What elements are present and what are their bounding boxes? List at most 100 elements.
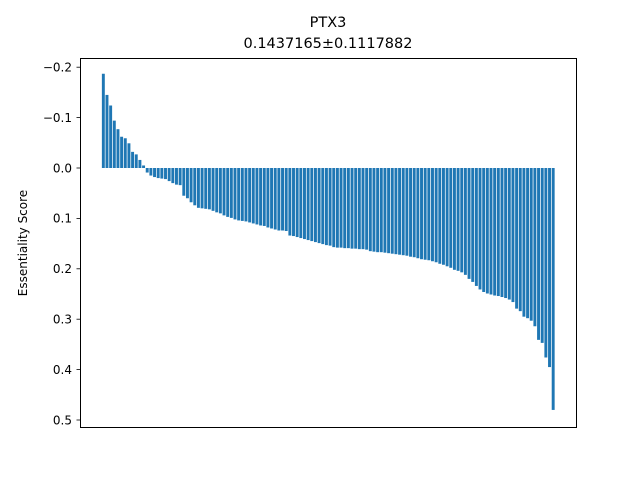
bar: [317, 168, 321, 244]
bar: [189, 168, 193, 203]
bar: [284, 168, 288, 231]
bar: [478, 168, 482, 290]
bar: [171, 168, 175, 184]
bar: [335, 168, 339, 248]
bar: [515, 168, 519, 309]
y-axis-label: Essentiality Score: [16, 190, 30, 296]
bar: [178, 168, 182, 186]
bar: [551, 168, 555, 410]
bar: [346, 168, 350, 249]
bar: [401, 168, 405, 256]
bar: [299, 168, 303, 239]
bar: [292, 168, 295, 237]
bar: [474, 168, 478, 286]
bar: [248, 168, 252, 223]
bar: [101, 73, 105, 168]
bar: [138, 159, 142, 168]
bar: [259, 168, 263, 226]
bar: [109, 105, 113, 168]
bar: [471, 168, 475, 282]
bar: [387, 168, 391, 254]
bar: [262, 168, 266, 226]
chart-subtitle: 0.1437165±0.1117882: [244, 36, 413, 52]
bar: [193, 168, 197, 206]
bar: [343, 168, 347, 249]
bar: [112, 120, 116, 168]
bar: [237, 168, 241, 221]
bar: [153, 168, 156, 178]
bar: [423, 168, 427, 260]
bar: [134, 154, 138, 168]
bar: [120, 136, 124, 168]
bar: [467, 168, 471, 279]
bar: [390, 168, 394, 254]
bar: [233, 168, 237, 220]
bar: [295, 168, 299, 238]
bar: [456, 168, 460, 271]
bar: [149, 168, 153, 176]
bar: [398, 168, 402, 255]
bar: [463, 168, 467, 275]
y-tick-label: 0.3: [53, 313, 72, 327]
bar: [537, 168, 541, 340]
bar: [222, 168, 226, 216]
bar: [251, 168, 255, 224]
bar: [182, 168, 186, 196]
y-tick-label: 0.1: [53, 212, 72, 226]
bar: [306, 168, 310, 241]
bar: [207, 168, 211, 210]
bar: [200, 168, 204, 209]
bar: [511, 168, 515, 303]
bar: [427, 168, 431, 261]
bar: [409, 168, 413, 257]
bar: [526, 168, 530, 319]
bar: [529, 168, 533, 321]
bar: [255, 168, 259, 225]
bar: [438, 168, 442, 264]
bar: [218, 168, 222, 214]
bar: [416, 168, 420, 259]
bar: [215, 168, 219, 213]
bar: [229, 168, 233, 218]
bar-group: [101, 73, 555, 410]
bar: [379, 168, 383, 253]
bar: [211, 168, 215, 211]
bar: [145, 168, 149, 173]
bar: [412, 168, 416, 258]
bar: [185, 168, 189, 199]
bar: [489, 168, 493, 295]
bar: [288, 168, 292, 236]
bar: [273, 168, 277, 230]
bar: [394, 168, 398, 255]
bar: [277, 168, 281, 231]
bar: [544, 168, 548, 358]
bar: [431, 168, 434, 262]
bar: [270, 168, 274, 229]
bar: [365, 168, 369, 250]
y-tick-label: 0.0: [53, 161, 72, 175]
bar: [522, 168, 526, 317]
bar: [493, 168, 497, 296]
bar: [164, 168, 167, 180]
bar: [354, 168, 358, 249]
bar: [445, 168, 449, 267]
bar: [175, 168, 178, 185]
bar: [127, 143, 131, 168]
bar: [441, 168, 445, 265]
y-tick-label: 0.4: [53, 363, 72, 377]
y-tick-label: 0.5: [53, 413, 72, 427]
bar: [460, 168, 464, 273]
bar: [332, 168, 336, 248]
bar: [310, 168, 314, 242]
bar: [321, 168, 325, 245]
bar: [420, 168, 423, 260]
bar: [142, 165, 146, 168]
bar: [266, 168, 270, 228]
chart-title: PTX3: [310, 15, 347, 31]
y-axis: −0.2 −0.1 0.0 0.1 0.2 0.3 0.4 0.5: [43, 61, 80, 427]
bar: [196, 168, 200, 208]
bar: [350, 168, 354, 249]
y-tick-label: −0.1: [43, 111, 72, 125]
bar: [482, 168, 486, 292]
bar: [518, 168, 522, 312]
